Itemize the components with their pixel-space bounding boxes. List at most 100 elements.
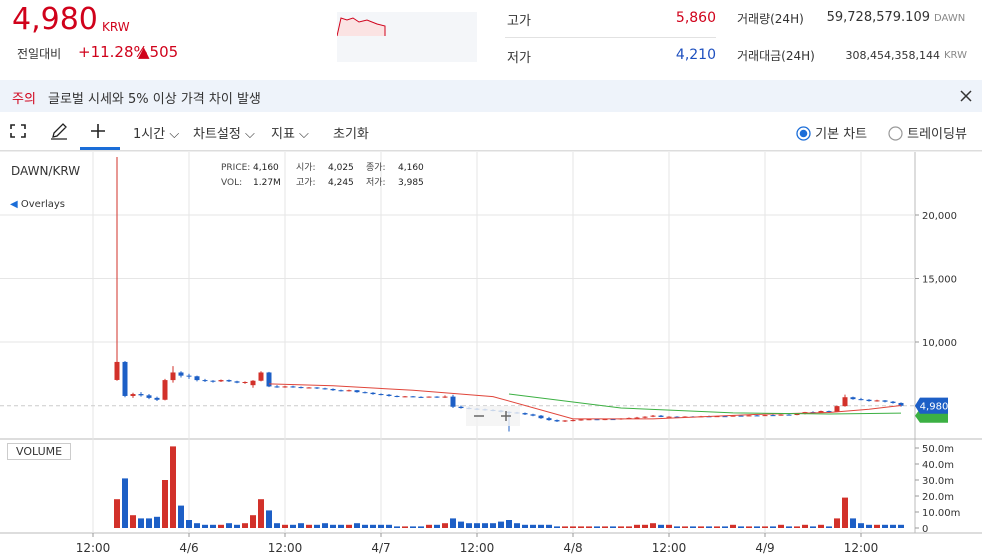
active-indicator: [80, 147, 120, 150]
x-tick-label: 4/7: [371, 541, 390, 555]
candle-body: [666, 416, 672, 418]
volume-bar: [194, 523, 200, 528]
candle-body: [250, 380, 256, 386]
zoom-controls[interactable]: [466, 406, 520, 426]
candle-body: [898, 402, 904, 406]
candle-body: [778, 414, 784, 416]
candle-body: [290, 386, 296, 388]
radio-tradingview[interactable]: 트레이딩뷰: [888, 123, 967, 142]
volume-bar: [850, 518, 856, 528]
stat-unit: KRW: [944, 50, 967, 61]
volume-bar: [810, 526, 816, 528]
volume-bar: [658, 524, 664, 528]
candle-body: [210, 380, 216, 382]
candle-body: [658, 415, 664, 417]
candle-body: [338, 390, 344, 392]
volume-bar: [322, 523, 328, 528]
candle-body: [330, 388, 336, 391]
volume-bar: [474, 523, 480, 528]
volume-bar: [762, 526, 768, 528]
stat-unit: DAWN: [934, 13, 966, 24]
info-value: 1.27M: [253, 178, 281, 188]
candle-body: [426, 396, 432, 398]
candle-body: [186, 375, 192, 377]
stat-value: 4,210: [675, 47, 716, 63]
candle-body: [226, 380, 232, 382]
volume-bar: [338, 524, 344, 528]
change-amt: ▲505: [138, 43, 179, 61]
info-value: 4,160: [398, 163, 424, 173]
settings-dropdown[interactable]: 차트설정 ⌵: [193, 127, 255, 142]
volume-tick-label: 40.0m: [922, 460, 954, 471]
candle-body: [202, 380, 208, 382]
toolbar: [0, 113, 982, 151]
volume-bar: [258, 499, 264, 528]
volume-bar: [282, 524, 288, 528]
info-value: 4,160: [253, 163, 279, 173]
candle-body: [162, 380, 168, 400]
volume-bar: [834, 518, 840, 528]
candle-body: [242, 381, 248, 383]
volume-bar: [498, 521, 504, 528]
volume-bar: [594, 526, 600, 528]
overlays[interactable]: ◀ Overlays: [10, 199, 65, 210]
candle-body: [154, 397, 160, 400]
volume-bar: [570, 526, 576, 528]
volume-bar: [786, 526, 792, 528]
y-tick-label: 20,000: [922, 211, 957, 222]
volume-bar: [874, 524, 880, 528]
volume-bar: [826, 526, 832, 528]
candle-body: [538, 415, 544, 419]
fullscreen-button[interactable]: [10, 124, 26, 138]
volume-tick-label: 10.00m: [922, 508, 960, 519]
volume-bar: [154, 516, 160, 528]
interval-dropdown[interactable]: 1시간 ⌵: [133, 127, 180, 142]
stat-value: 59,728,579.109: [826, 10, 930, 25]
candle-body: [826, 411, 832, 413]
candle-body: [282, 386, 288, 388]
radio-basic[interactable]: 기본 차트: [796, 123, 867, 142]
volume-bar: [122, 478, 128, 528]
volume-bar: [442, 523, 448, 528]
radio: [888, 126, 903, 141]
draw-button[interactable]: [50, 122, 68, 140]
volume-bar: [370, 524, 376, 528]
x-tick-label: 12:00: [268, 541, 303, 555]
candle-body: [146, 395, 152, 398]
candle-body: [874, 400, 880, 402]
candle-body: [786, 414, 792, 416]
volume-bar: [882, 524, 888, 528]
candle-body: [138, 394, 144, 396]
stat-label: 고가: [507, 14, 531, 29]
candle-body: [770, 415, 776, 417]
candle-body: [362, 392, 368, 394]
volume-bar: [650, 523, 656, 528]
candle-body: [234, 381, 240, 383]
volume-bar: [898, 524, 904, 528]
volume-bar: [242, 523, 248, 528]
label: 지표: [271, 127, 295, 142]
candle-body: [610, 419, 616, 421]
reset-button[interactable]: 초기화: [333, 127, 369, 142]
label: 기본 차트: [815, 127, 868, 142]
volume-bar: [362, 524, 368, 528]
volume-bar: [506, 520, 512, 528]
info-label: 시가:: [296, 162, 316, 173]
indicators-dropdown[interactable]: 지표 ⌵: [271, 127, 309, 142]
ma-line: [508, 393, 902, 415]
volume-bar: [426, 524, 432, 528]
volume-bar: [274, 523, 280, 528]
x-tick-label: 4/9: [755, 541, 774, 555]
volume-bar: [890, 524, 896, 528]
close-button[interactable]: [960, 90, 972, 102]
volume-bar: [802, 524, 808, 528]
info-value: 4,025: [328, 163, 354, 173]
volume-bar: [186, 520, 192, 528]
label: 1시간: [133, 127, 166, 142]
change-label: 전일대비: [17, 47, 62, 61]
price-tag-bg: [915, 397, 948, 414]
candle-body: [634, 417, 640, 419]
candle-body: [442, 396, 448, 398]
info-label: 저가:: [366, 177, 386, 188]
crosshair-button[interactable]: [90, 123, 106, 139]
